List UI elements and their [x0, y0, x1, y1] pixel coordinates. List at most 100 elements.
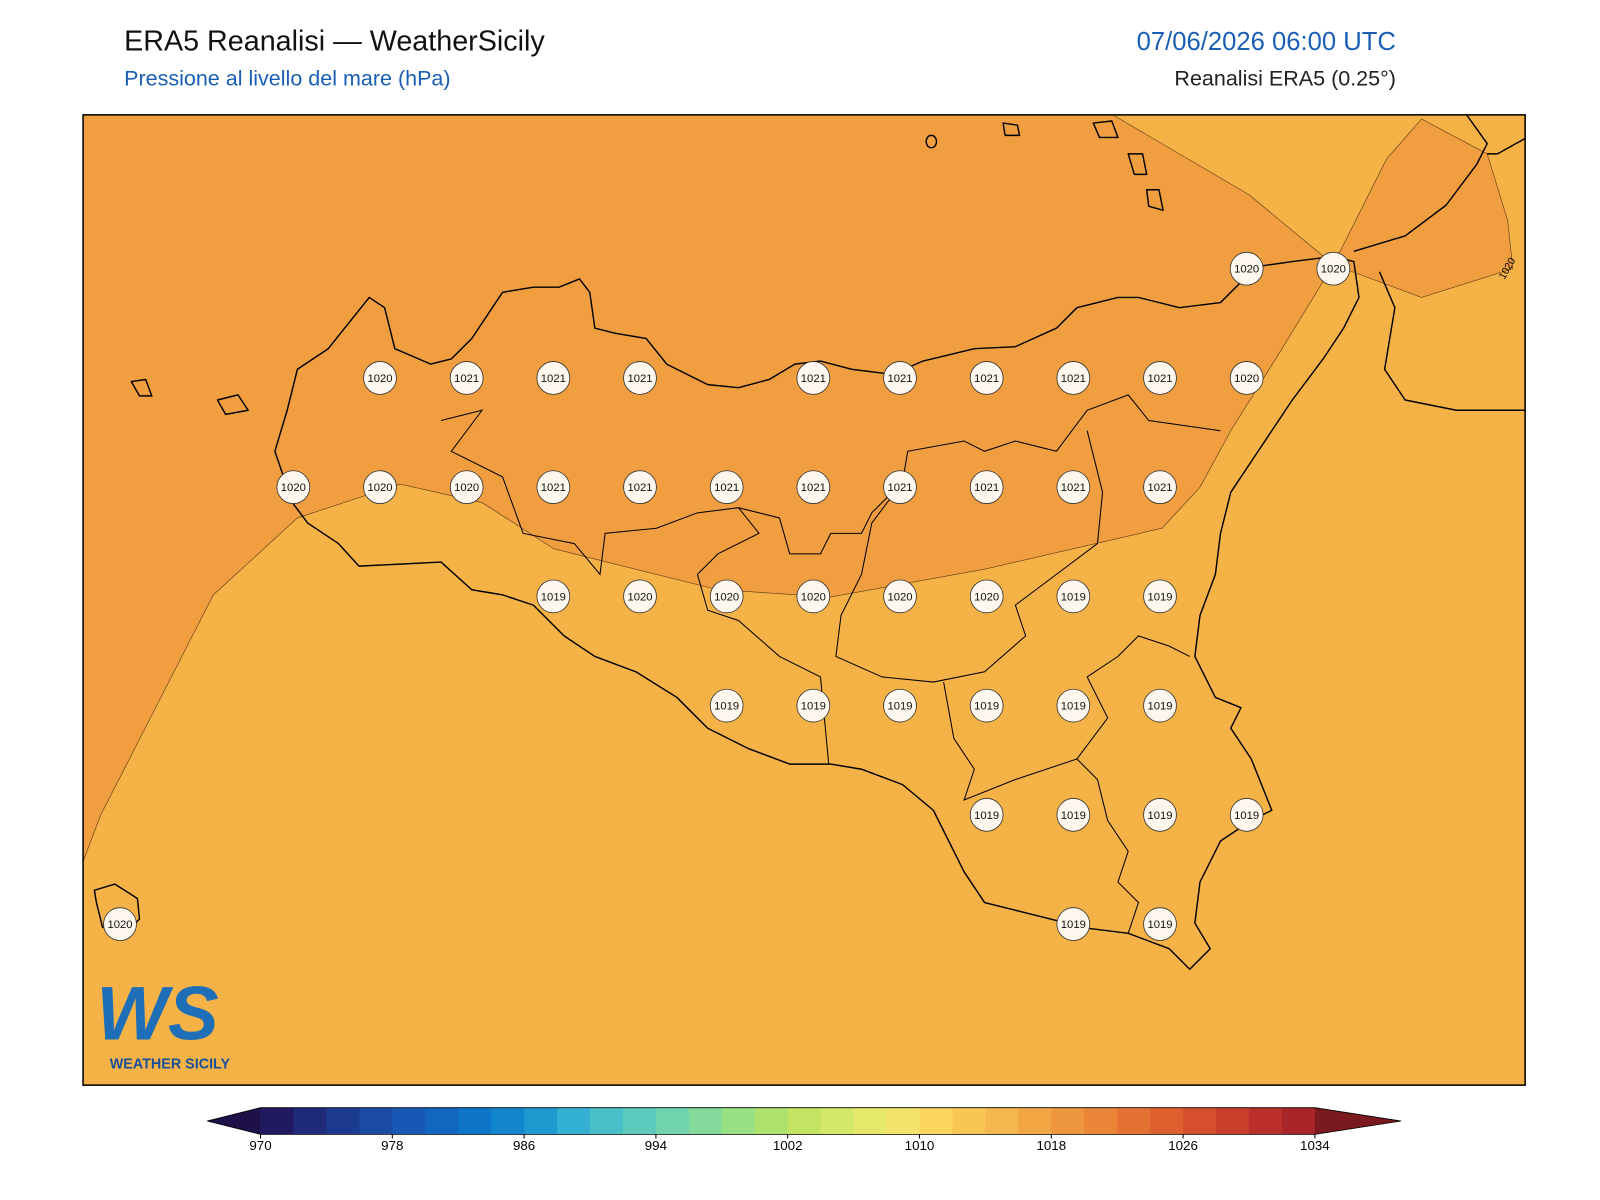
- station-labels: 1020 1020 1020 1021 1021 1021 1021 1021 1021 1021…: [103, 251, 1351, 941]
- station-value: 1020: [887, 591, 912, 603]
- logo-mark: WS: [96, 972, 218, 1057]
- station-marker: [536, 361, 571, 395]
- colorbar-tick-label: 978: [381, 1138, 403, 1153]
- station-marker: [969, 361, 1004, 395]
- colorbar-band: [1084, 1107, 1118, 1135]
- station-value: 1021: [454, 373, 479, 385]
- colorbar-band: [1248, 1107, 1283, 1135]
- station-marker: [709, 688, 744, 723]
- station-marker: [1229, 361, 1264, 395]
- colorbar-band: [853, 1107, 888, 1135]
- colorbar-band: [622, 1107, 657, 1135]
- colorbar-band: [1281, 1107, 1316, 1135]
- station-marker: [363, 361, 397, 395]
- station-value: 1019: [1147, 591, 1172, 603]
- province-borders: [440, 394, 1221, 934]
- station-marker: [1143, 798, 1177, 832]
- station-value: 1019: [887, 701, 912, 713]
- colorbar-band: [754, 1107, 789, 1135]
- station-marker: [623, 361, 657, 395]
- colorbar-band: [1018, 1107, 1052, 1135]
- station-marker: [536, 470, 571, 504]
- station-marker: [969, 798, 1004, 832]
- station-value: 1020: [107, 919, 132, 931]
- colorbar-band: [557, 1107, 591, 1135]
- station-marker: [623, 470, 657, 504]
- calabria-coast: [1353, 114, 1526, 411]
- station-value: 1019: [974, 701, 999, 713]
- station-value: 1019: [1061, 701, 1086, 713]
- subtitle: Pressione al livello del mare (hPa): [124, 67, 450, 91]
- station-marker: [1316, 251, 1351, 286]
- station-value: 1021: [887, 373, 912, 385]
- station-marker: [1056, 579, 1091, 614]
- station-value: 1019: [1147, 810, 1172, 822]
- colorbar-tick-label: 1018: [1036, 1138, 1066, 1153]
- station-value: 1020: [1234, 373, 1259, 385]
- source: Reanalisi ERA5 (0.25°): [1174, 67, 1395, 91]
- colorbar-band: [1150, 1107, 1184, 1135]
- station-value: 1020: [281, 482, 306, 494]
- station-value: 1021: [801, 373, 826, 385]
- station-marker: [796, 470, 831, 504]
- colorbar-band: [491, 1107, 525, 1135]
- colorbar: 970 978 986 994 1002 1010 1018 1026 1034: [207, 1107, 1402, 1153]
- station-marker: [883, 579, 917, 614]
- station-marker: [276, 470, 311, 504]
- station-value: 1019: [714, 701, 739, 713]
- colorbar-band: [524, 1107, 558, 1135]
- station-value: 1021: [541, 482, 566, 494]
- station-value: 1020: [714, 591, 739, 603]
- station-value: 1020: [367, 373, 392, 385]
- station-value: 1021: [1147, 482, 1172, 494]
- station-value: 1019: [1147, 919, 1172, 931]
- station-value: 1021: [1061, 373, 1086, 385]
- colorbar-band: [688, 1107, 723, 1135]
- station-marker: [883, 688, 917, 723]
- station-marker: [449, 361, 484, 395]
- station-value: 1019: [1147, 701, 1172, 713]
- colorbar-tick-label: 994: [645, 1138, 668, 1153]
- colorbar-band: [1183, 1107, 1217, 1135]
- map-panel: [82, 114, 1526, 1086]
- station-value: 1020: [1321, 264, 1346, 276]
- station-marker: [1056, 798, 1091, 832]
- colorbar-band: [425, 1107, 459, 1135]
- colorbar-band: [886, 1107, 920, 1135]
- station-value: 1021: [714, 482, 739, 494]
- station-marker: [969, 470, 1004, 504]
- station-marker: [103, 907, 137, 941]
- station-marker: [969, 688, 1004, 723]
- station-marker: [449, 470, 484, 504]
- colorbar-tick-label: 986: [513, 1138, 535, 1153]
- colorbar-tick-label: 970: [249, 1138, 271, 1153]
- station-marker: [1143, 361, 1177, 395]
- station-marker: [1143, 688, 1177, 723]
- colorbar-band: [293, 1107, 327, 1135]
- station-marker: [623, 579, 657, 614]
- station-value: 1021: [801, 482, 826, 494]
- colorbar-band: [985, 1107, 1019, 1135]
- station-marker: [1143, 470, 1177, 504]
- station-marker: [1056, 470, 1091, 504]
- station-marker: [1056, 907, 1091, 941]
- title: ERA5 Reanalisi — WeatherSicily: [124, 26, 545, 58]
- station-value: 1020: [454, 482, 479, 494]
- islands: [93, 120, 1164, 937]
- station-value: 1021: [627, 482, 652, 494]
- station-marker: [1229, 251, 1264, 286]
- colorbar-extend-high: [1314, 1107, 1402, 1135]
- colorbar-band: [655, 1107, 690, 1135]
- sicily-coast: [274, 255, 1360, 970]
- station-marker: [969, 579, 1004, 614]
- colorbar-band: [1216, 1107, 1250, 1135]
- station-marker: [1056, 361, 1091, 395]
- colorbar-tick-label: 1002: [773, 1138, 803, 1153]
- station-marker: [883, 361, 917, 395]
- station-value: 1021: [974, 373, 999, 385]
- colorbar-band: [1117, 1107, 1151, 1135]
- station-marker: [709, 579, 744, 614]
- station-marker: [1143, 579, 1177, 614]
